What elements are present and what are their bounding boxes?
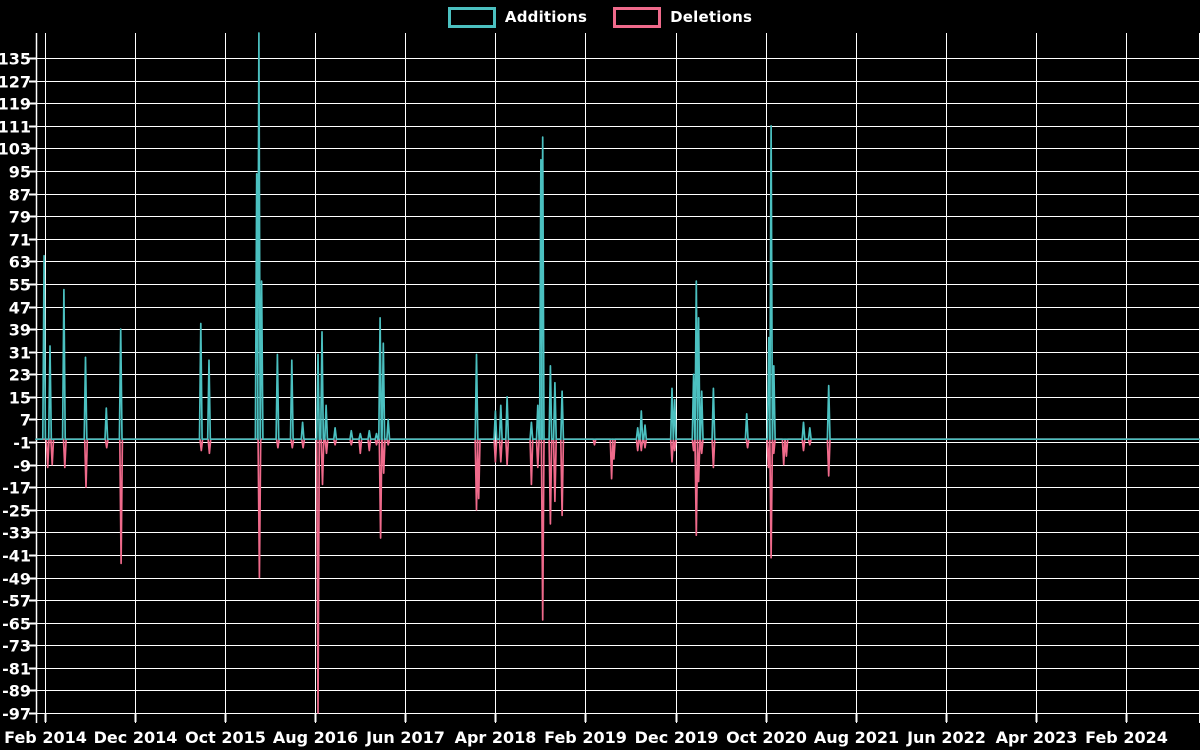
x-tick-label: Aug 2016 bbox=[273, 728, 358, 747]
y-tick-label: 7 bbox=[20, 411, 31, 430]
x-tick-label: Dec 2019 bbox=[635, 728, 719, 747]
legend-item-deletions: Deletions bbox=[613, 6, 753, 28]
y-tick-label: -57 bbox=[2, 592, 31, 611]
y-tick-label: 15 bbox=[9, 389, 31, 408]
y-tick-label: 135 bbox=[0, 50, 31, 69]
y-tick-label: -89 bbox=[2, 682, 31, 701]
x-tick-label: Oct 2015 bbox=[185, 728, 266, 747]
y-tick-label: 71 bbox=[9, 231, 31, 250]
y-tick-label: -97 bbox=[2, 705, 31, 724]
y-tick-label: 39 bbox=[9, 321, 31, 340]
y-tick-label: 87 bbox=[9, 186, 31, 205]
y-tick-label: -49 bbox=[2, 570, 31, 589]
y-tick-label: 63 bbox=[9, 253, 31, 272]
y-tick-label: 119 bbox=[0, 95, 31, 114]
y-tick-label: -41 bbox=[2, 547, 31, 566]
y-tick-label: 55 bbox=[9, 276, 31, 295]
deletions-legend-label: Deletions bbox=[670, 8, 753, 26]
legend: Additions Deletions bbox=[0, 5, 1200, 29]
x-tick-label: Aug 2021 bbox=[814, 728, 899, 747]
y-tick-label: 31 bbox=[9, 344, 31, 363]
x-tick-label: Apr 2018 bbox=[455, 728, 537, 747]
x-tick-label: Oct 2020 bbox=[726, 728, 807, 747]
y-tick-label: 103 bbox=[0, 140, 31, 159]
additions-line-series bbox=[35, 32, 1200, 441]
y-tick-label: -1 bbox=[13, 434, 31, 453]
y-tick-label: -17 bbox=[2, 479, 31, 498]
y-tick-label: -81 bbox=[2, 660, 31, 679]
legend-item-additions: Additions bbox=[447, 6, 588, 28]
additions-swatch-icon bbox=[447, 6, 496, 28]
y-tick-label: 47 bbox=[9, 299, 31, 318]
additions-legend-label: Additions bbox=[504, 8, 588, 26]
x-tick-label: Feb 2024 bbox=[1085, 728, 1168, 747]
y-tick-label: 79 bbox=[9, 208, 31, 227]
y-tick-label: 95 bbox=[9, 163, 31, 182]
y-tick-label: -9 bbox=[13, 457, 31, 476]
y-tick-label: -33 bbox=[2, 524, 31, 543]
y-tick-label: -65 bbox=[2, 615, 31, 634]
y-tick-label: 127 bbox=[0, 73, 31, 92]
y-tick-label: -25 bbox=[2, 502, 31, 521]
x-tick-label: Dec 2014 bbox=[94, 728, 178, 747]
x-tick-label: Jun 2022 bbox=[906, 728, 986, 747]
x-tick-label: Feb 2014 bbox=[4, 728, 87, 747]
x-tick-label: Feb 2019 bbox=[544, 728, 627, 747]
x-tick-label: Apr 2023 bbox=[996, 728, 1078, 747]
deletions-swatch-icon bbox=[613, 6, 662, 28]
y-tick-label: -73 bbox=[2, 637, 31, 656]
y-tick-label: 23 bbox=[9, 366, 31, 385]
x-tick-label: Jun 2017 bbox=[365, 728, 445, 747]
y-tick-label: 111 bbox=[0, 118, 31, 137]
deletions-line-series bbox=[35, 438, 1200, 714]
